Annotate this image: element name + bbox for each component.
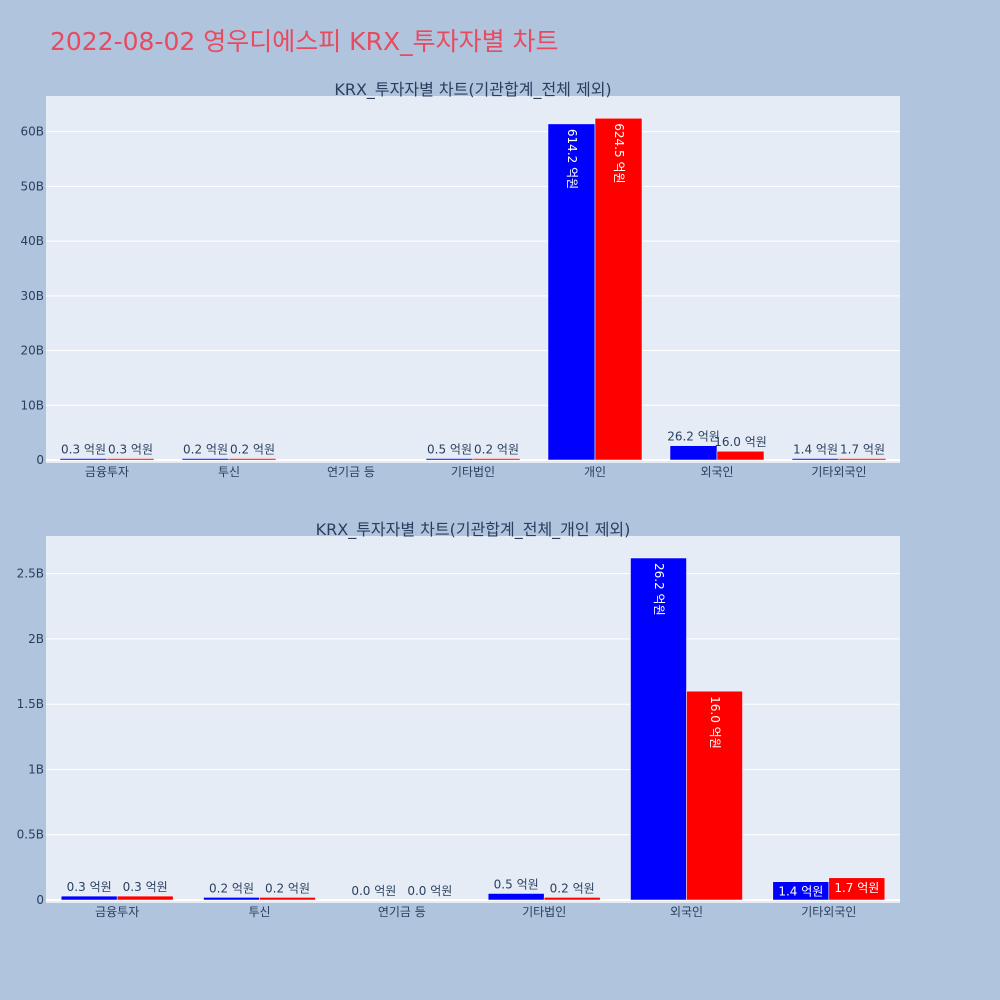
x-tick-label: 기타법인 xyxy=(522,905,566,919)
x-tick-label: 외국인 xyxy=(670,905,703,919)
bar xyxy=(630,557,687,901)
bar-label: 0.2 억원 xyxy=(265,881,310,895)
bar-label: 26.2 억원 xyxy=(667,430,720,444)
y-tick-label: 0 xyxy=(36,453,44,467)
bar xyxy=(106,458,155,461)
bar xyxy=(716,450,765,461)
plot-area xyxy=(46,536,900,903)
bar-label: 1.4 억원 xyxy=(778,885,823,899)
bar xyxy=(116,895,174,901)
x-tick-label: 투신 xyxy=(248,905,270,919)
bar-label: 1.7 억원 xyxy=(840,443,885,457)
y-tick-label: 20B xyxy=(20,344,44,358)
plot-area xyxy=(46,96,900,463)
bar-label: 0.3 억원 xyxy=(67,880,112,894)
bar-label: 0.5 억원 xyxy=(494,877,539,891)
bar xyxy=(472,458,521,461)
x-tick-label: 기타법인 xyxy=(451,465,495,479)
bar-label: 0.2 억원 xyxy=(230,443,275,457)
bar-label: 1.4 억원 xyxy=(793,443,838,457)
bar xyxy=(60,895,118,901)
bar-label: 16.0 억원 xyxy=(708,696,722,749)
y-tick-label: 1B xyxy=(28,762,44,776)
bar-label: 0.3 억원 xyxy=(108,443,153,457)
bar xyxy=(686,690,743,901)
x-tick-label: 금융투자 xyxy=(95,905,139,919)
bar xyxy=(594,118,643,461)
bar-label: 0.2 억원 xyxy=(209,881,254,895)
x-tick-label: 기타외국인 xyxy=(801,905,856,919)
x-tick-label: 연기금 등 xyxy=(327,465,375,479)
x-tick-label: 연기금 등 xyxy=(378,905,426,919)
bar xyxy=(547,123,596,461)
bar-label: 0.3 억원 xyxy=(123,880,168,894)
chart-title: KRX_투자자별 차트(기관합계_전체 제외) xyxy=(334,80,611,100)
y-tick-label: 2B xyxy=(28,632,44,646)
bar-label: 0.0 억원 xyxy=(351,884,396,898)
bar xyxy=(203,897,260,901)
y-tick-label: 30B xyxy=(20,289,44,303)
y-tick-label: 0 xyxy=(36,893,44,907)
bar xyxy=(487,893,545,901)
bar-label: 16.0 억원 xyxy=(714,435,767,449)
y-tick-label: 40B xyxy=(20,234,44,248)
bar xyxy=(543,897,601,901)
bar xyxy=(425,458,474,461)
page-title: 2022-08-02 영우디에스피 KRX_투자자별 차트 xyxy=(50,27,559,56)
x-tick-label: 외국인 xyxy=(700,465,733,479)
bar-label: 0.2 억원 xyxy=(550,881,595,895)
bar xyxy=(59,458,108,461)
x-tick-label: 기타외국인 xyxy=(811,465,866,479)
bar-label: 0.5 억원 xyxy=(427,443,472,457)
chart-top: 0 10B 20B 30B 40B 50B 60B KRX_투자자별 차트(기관합계_전체 제… xyxy=(20,80,900,479)
bar xyxy=(838,458,887,461)
y-tick-label: 10B xyxy=(20,398,44,412)
y-tick-label: 0.5B xyxy=(17,828,44,842)
bar xyxy=(669,445,718,461)
bar-label: 26.2 억원 xyxy=(652,563,666,616)
bar-label: 0.2 억원 xyxy=(183,443,228,457)
x-tick-label: 개인 xyxy=(584,465,606,479)
bar xyxy=(791,458,840,461)
bar-label: 0.0 억원 xyxy=(407,884,452,898)
y-tick-label: 2.5B xyxy=(17,567,44,581)
y-tick-label: 1.5B xyxy=(17,697,44,711)
bar-label: 0.3 억원 xyxy=(61,443,106,457)
bar-label: 624.5 억원 xyxy=(612,123,626,183)
x-tick-label: 금융투자 xyxy=(85,465,129,479)
chart-title: KRX_투자자별 차트(기관합계_전체_개인 제외) xyxy=(316,520,631,540)
bar xyxy=(181,458,230,461)
bar xyxy=(259,897,316,901)
chart-bottom: 0 0.5B 1B 1.5B 2B 2.5B KRX_투자자별 차트(기관합계_전체_개인 … xyxy=(17,520,900,919)
bar-label: 614.2 억원 xyxy=(565,129,579,189)
bar xyxy=(228,458,277,461)
bar-label: 1.7 억원 xyxy=(834,881,879,895)
bar-label: 0.2 억원 xyxy=(474,443,519,457)
bar xyxy=(828,877,886,901)
x-tick-label: 투신 xyxy=(218,465,240,479)
y-tick-label: 50B xyxy=(20,179,44,193)
y-tick-label: 60B xyxy=(20,125,44,139)
